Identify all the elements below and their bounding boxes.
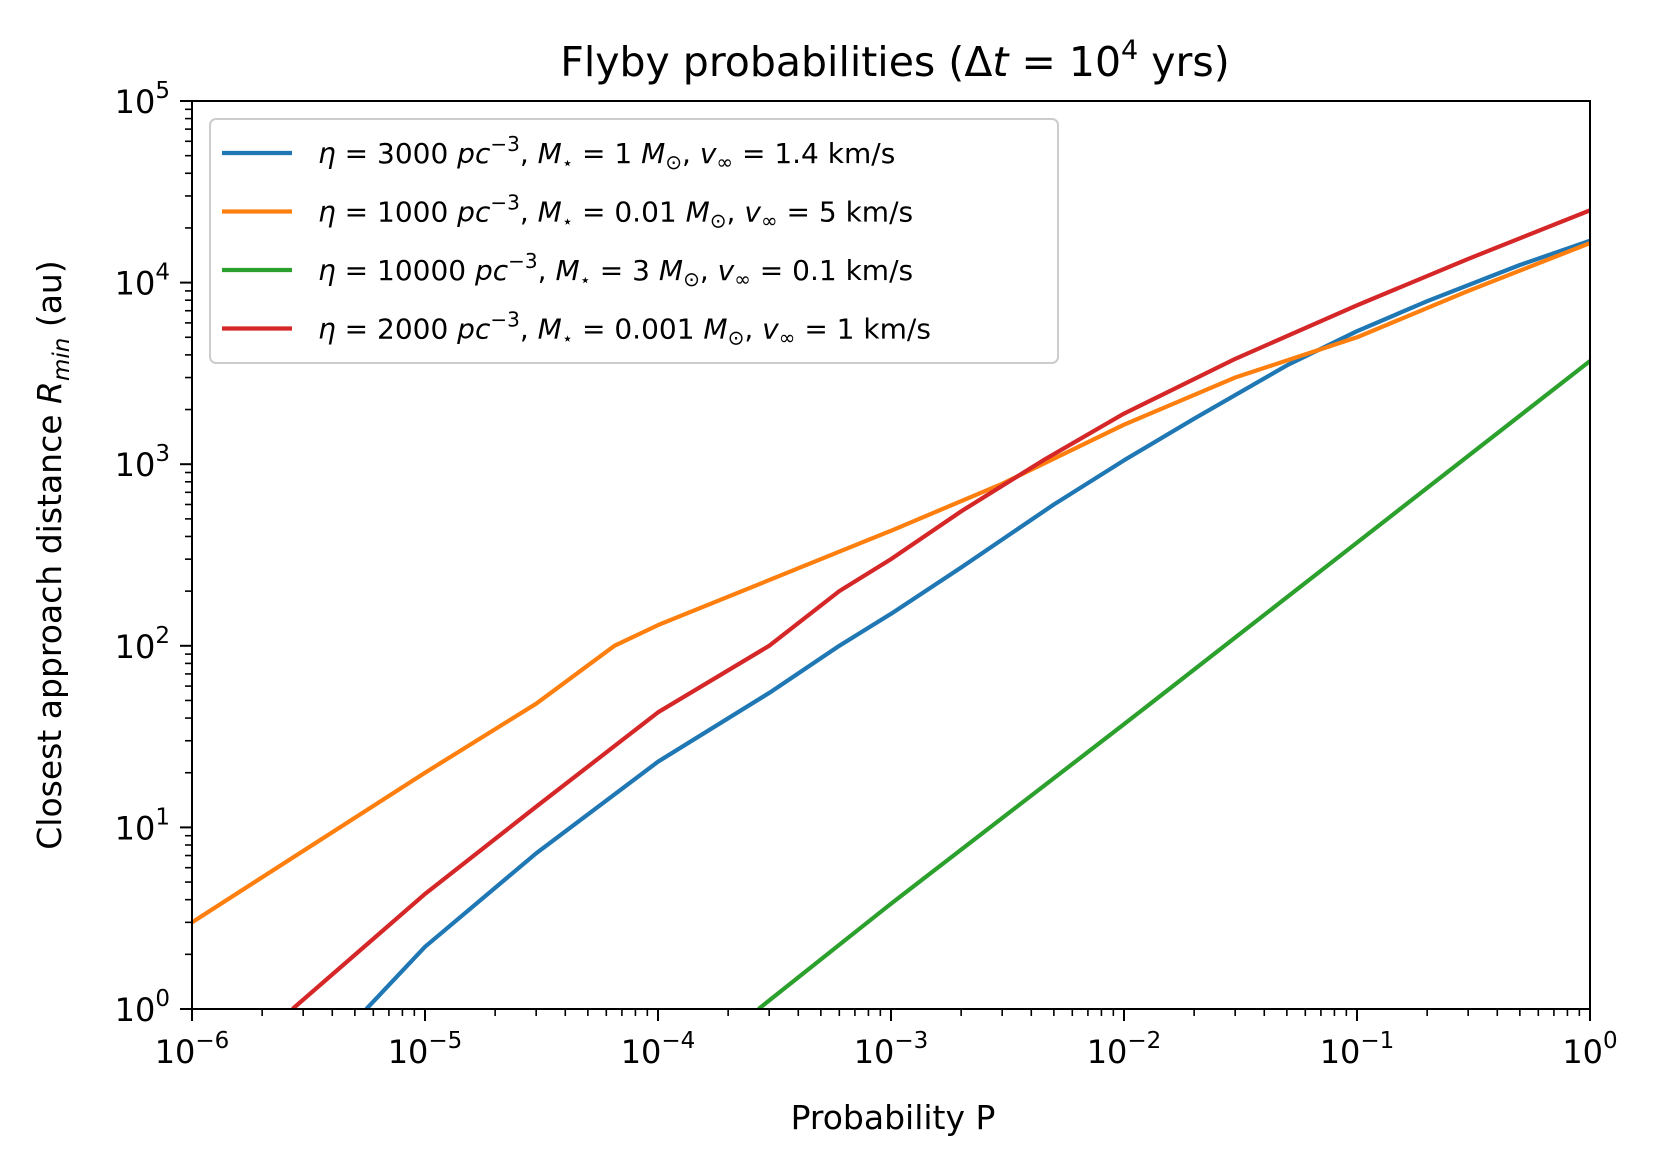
y-tick-label: 102 bbox=[115, 623, 170, 666]
legend-label-2: η = 1000 pc−3, M⋆ = 0.01 M⊙, v∞ = 5 km/s bbox=[318, 191, 913, 233]
series-line-1 bbox=[364, 238, 1590, 1009]
legend-box bbox=[209, 118, 1059, 364]
y-tick-label: 100 bbox=[115, 986, 170, 1029]
series-line-3 bbox=[757, 359, 1590, 1009]
chart-title: Flyby probabilities (Δt = 104 yrs) bbox=[560, 35, 1230, 86]
y-tick-label: 101 bbox=[115, 804, 170, 847]
legend: η = 3000 pc−3, M⋆ = 1 M⊙, v∞ = 1.4 km/s η… bbox=[209, 118, 1059, 364]
x-tick-label: 10−4 bbox=[621, 1028, 696, 1071]
x-tick-label: 10−3 bbox=[854, 1028, 929, 1071]
y-tick-label: 103 bbox=[115, 441, 170, 484]
x-tick-label: 10−6 bbox=[155, 1028, 230, 1071]
y-tick-label: 104 bbox=[115, 260, 170, 303]
legend-label-4: η = 2000 pc−3, M⋆ = 0.001 M⊙, v∞ = 1 km/… bbox=[318, 308, 931, 350]
series-line-2 bbox=[192, 241, 1590, 925]
y-axis-label: Closest approach distance Rmin (au) bbox=[30, 260, 75, 849]
legend-label-3: η = 10000 pc−3, M⋆ = 3 M⊙, v∞ = 0.1 km/s bbox=[318, 249, 913, 291]
legend-label-1: η = 3000 pc−3, M⋆ = 1 M⊙, v∞ = 1.4 km/s bbox=[318, 132, 895, 174]
series-lines bbox=[192, 208, 1590, 1009]
y-tick-label: 105 bbox=[115, 78, 170, 121]
x-tick-label: 10−1 bbox=[1320, 1028, 1395, 1071]
x-tick-label: 100 bbox=[1562, 1028, 1617, 1071]
x-tick-label: 10−5 bbox=[388, 1028, 463, 1071]
x-axis-label: Probability P bbox=[791, 1098, 996, 1137]
series-line-4 bbox=[291, 208, 1590, 1009]
y-axis: 100 101 102 103 104 105 bbox=[115, 78, 192, 1029]
x-tick-label: 10−2 bbox=[1087, 1028, 1162, 1071]
x-axis: 10−6 10−5 10−4 10−3 10−2 10−1 100 bbox=[155, 1009, 1618, 1071]
